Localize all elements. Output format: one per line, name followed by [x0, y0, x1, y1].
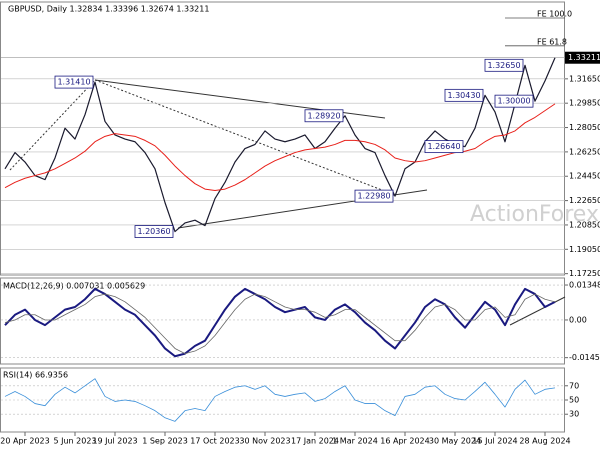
trendline	[94, 79, 396, 196]
annotation-label: 1.20360	[137, 227, 170, 236]
level-label: FE 100.0	[537, 9, 572, 18]
annotation-box	[494, 94, 534, 108]
y-tick-label: 1.26250	[569, 147, 600, 156]
y-tick-label: 1.22650	[569, 196, 600, 205]
y-tick-label: 1.24450	[569, 172, 600, 181]
x-tick-label: 5 Jun 2023	[53, 437, 96, 446]
rsi-title: RSI(14) 66.9356	[3, 371, 68, 380]
y-tick-label: 30	[569, 410, 579, 419]
y-tick-label: 1.20850	[569, 220, 600, 229]
x-tick-label: 19 Jul 2023	[92, 437, 137, 446]
macd-panel	[0, 277, 565, 365]
annotation-box	[134, 225, 174, 238]
annotation-box	[444, 88, 484, 102]
annotation-box	[54, 75, 94, 89]
y-tick-label: 0.013489	[569, 281, 600, 290]
annotation-label: 1.26640	[427, 142, 460, 151]
y-tick-label: -0.014554	[569, 353, 600, 362]
chart-header: GBPUSD, Daily 1.32834 1.33396 1.32674 1.…	[8, 5, 209, 14]
x-tick-label: 16 Apr 2024	[380, 437, 429, 446]
macd-line	[4, 287, 556, 358]
annotation-label: 1.31410	[57, 78, 90, 87]
annotation-label: 1.32650	[487, 61, 520, 70]
x-tick-label: 28 Aug 2024	[519, 437, 570, 446]
annotation-label: 1.30000	[497, 97, 530, 106]
annotation-box	[484, 58, 524, 72]
annotation-box	[304, 109, 344, 123]
y-tick-label: 1.17250	[569, 269, 600, 278]
y-tick-label: 1.31650	[569, 74, 600, 83]
y-tick-label: 1.19050	[569, 245, 600, 254]
macd-title: MACD(12,26,9) 0.007031 0.005629	[3, 282, 145, 291]
x-tick-label: 30 Nov 2023	[239, 437, 290, 446]
last-price-box	[565, 51, 600, 64]
annotation-box	[354, 189, 394, 203]
annotation-label: 1.30430	[447, 91, 480, 100]
level-label: FE 61.8	[537, 37, 567, 46]
rsi-line	[4, 378, 556, 422]
annotation-label: 1.28920	[307, 111, 340, 120]
y-tick-label: 70	[569, 381, 579, 390]
annotation-label: 1.22980	[357, 192, 390, 201]
watermark: ActionForex.com	[470, 202, 600, 227]
x-tick-label: 17 Oct 2023	[190, 437, 239, 446]
annotation-box	[424, 140, 464, 154]
x-tick-label: 30 May 2024	[429, 437, 481, 446]
x-tick-label: 15 Jul 2024	[472, 437, 517, 446]
y-tick-label: 0.00	[569, 315, 587, 324]
x-tick-label: 17 Jan 2024	[291, 437, 339, 446]
x-tick-label: 1 Mar 2024	[332, 437, 378, 446]
x-tick-label: 20 Apr 2023	[0, 437, 49, 446]
rsi-panel	[0, 367, 565, 433]
trendline	[509, 296, 566, 326]
y-tick-label: 50	[569, 396, 579, 405]
last-price-label: 1.33211	[568, 53, 600, 62]
trendline	[9, 79, 96, 171]
signal-line	[4, 293, 556, 355]
y-tick-label: 1.28050	[569, 123, 600, 132]
y-tick-label: 1.29850	[569, 99, 600, 108]
x-tick-label: 1 Sep 2023	[142, 437, 188, 446]
price-panel	[0, 1, 565, 276]
